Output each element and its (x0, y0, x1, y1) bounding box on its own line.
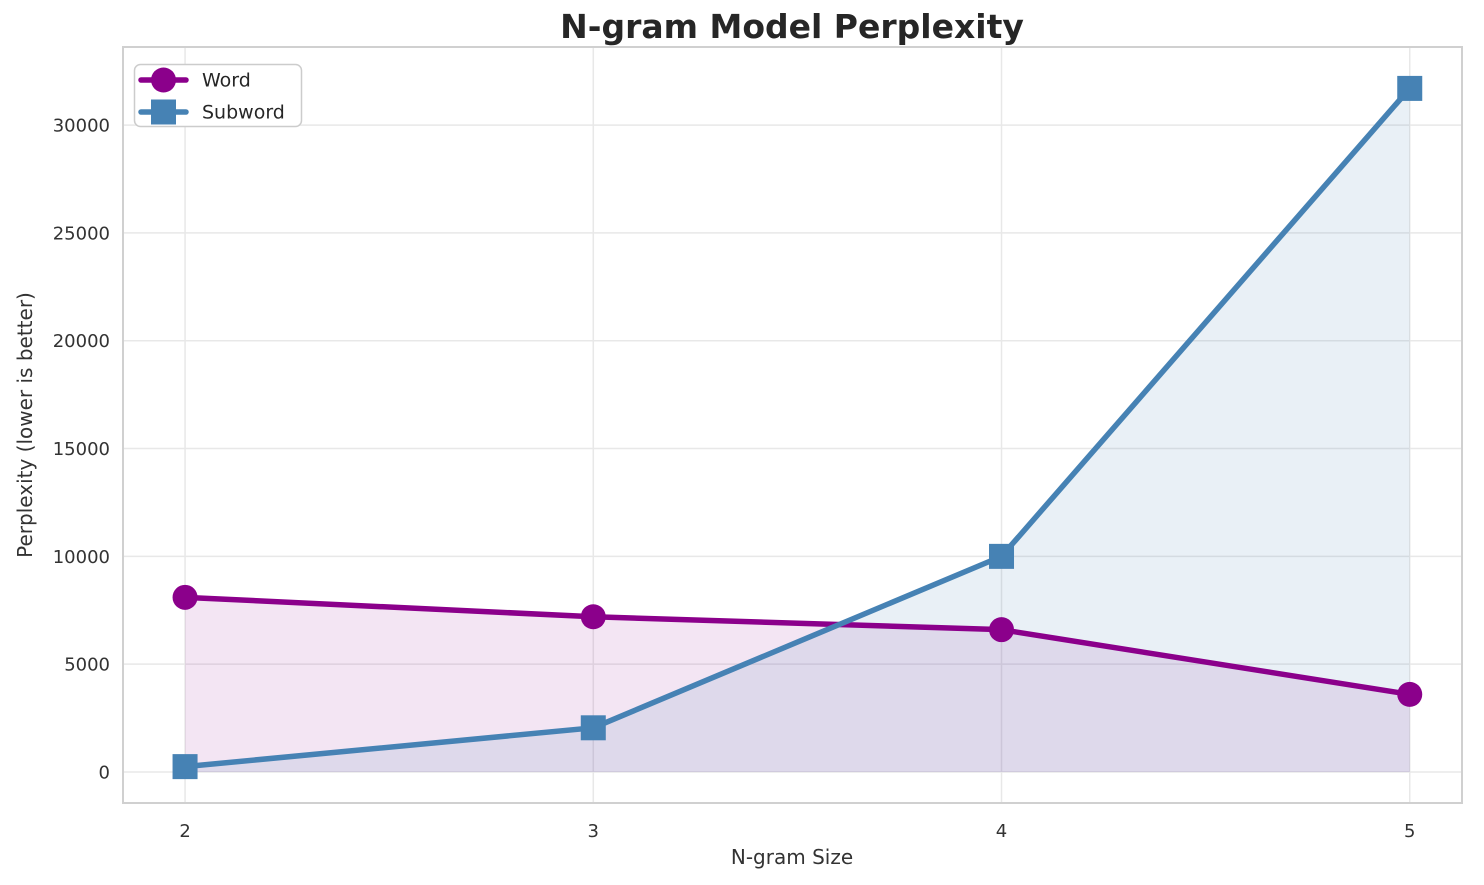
series-line-subword (182, 85, 1413, 770)
y-tick-label: 30000 (53, 116, 110, 137)
grid-layer (123, 47, 1462, 803)
x-tick-labels: 2 3 4 5 (179, 821, 1415, 842)
area-fill-word (185, 597, 1410, 773)
series-line-layer (182, 85, 1413, 770)
y-tick-label: 5000 (64, 655, 110, 676)
y-tick-label: 20000 (53, 331, 110, 352)
y-tick-label: 25000 (53, 223, 110, 244)
legend-label-word: Word (202, 70, 251, 92)
y-axis-label: Perplexity (lower is better) (13, 292, 37, 558)
data-point-subword-n5 (1397, 75, 1423, 101)
series-line-word (182, 594, 1413, 698)
x-tick-label: 3 (588, 821, 599, 842)
legend: Word Subword (133, 63, 303, 128)
area-fill-layer (185, 88, 1410, 773)
legend-item-word: Word (138, 67, 251, 93)
x-tick-label: 4 (996, 821, 1007, 842)
x-tick-label: 5 (1404, 821, 1415, 842)
data-point-word-n3 (580, 604, 606, 630)
legend-label-subword: Subword (202, 102, 285, 124)
x-axis-label: N-gram Size (731, 845, 853, 869)
marker-layer (172, 75, 1423, 780)
y-tick-label: 0 (99, 763, 110, 784)
plot-border (122, 46, 1463, 804)
data-point-word-n4 (989, 617, 1015, 643)
chart-title: N-gram Model Perplexity (560, 7, 1024, 46)
data-point-word-n2 (172, 584, 198, 610)
legend-item-subword: Subword (138, 99, 285, 125)
y-tick-labels: 0 5000 10000 15000 20000 25000 30000 (53, 116, 110, 784)
area-fill-subword (185, 88, 1410, 773)
data-point-subword-n3 (580, 715, 606, 741)
legend-circle-marker-icon (151, 67, 176, 93)
y-tick-label: 15000 (53, 439, 110, 460)
data-point-subword-n2 (172, 754, 198, 780)
data-point-word-n5 (1397, 681, 1423, 707)
y-tick-label: 10000 (53, 547, 110, 568)
legend-square-marker-icon (151, 99, 176, 125)
data-point-subword-n4 (989, 543, 1015, 569)
x-tick-label: 2 (179, 821, 190, 842)
